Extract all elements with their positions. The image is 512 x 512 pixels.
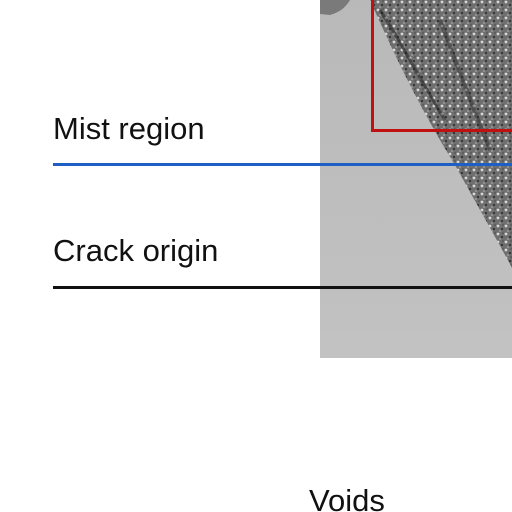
fracture-surface-image <box>320 0 512 358</box>
crack-origin-label: Crack origin <box>53 233 219 268</box>
fracture-micrograph <box>320 0 512 358</box>
mist-region-label: Mist region <box>53 111 205 146</box>
crack-origin-leader-line <box>53 286 512 289</box>
mist-region-leader-line <box>53 163 512 166</box>
voids-label: Voids <box>309 483 385 512</box>
highlight-box <box>371 0 512 132</box>
